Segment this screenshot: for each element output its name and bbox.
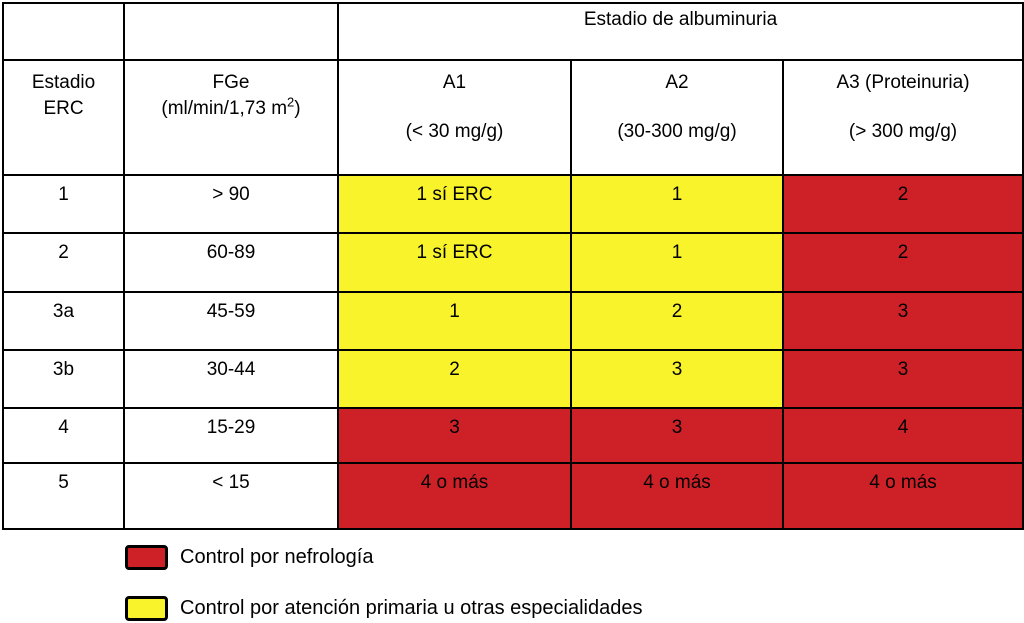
- col-header-line: ERC: [43, 98, 84, 119]
- risk-matrix-table: Estadio de albuminuria Estadio ERC FGe (…: [2, 2, 1024, 530]
- col-header-line: A2: [665, 72, 689, 93]
- col-header-line: (30-300 mg/g): [617, 121, 737, 142]
- cell-risk-a2: 3: [570, 349, 784, 409]
- col-header-line: A1: [442, 72, 467, 93]
- legend-item-atencion-primaria: Control por atención primaria u otras es…: [125, 596, 1024, 621]
- cell-risk-a2: 4 o más: [570, 462, 784, 530]
- cell-risk-a1: 1: [337, 291, 572, 351]
- cell-risk-a3: 4: [781, 407, 1024, 464]
- table-row-stage-3b: 3b 30-44 2 3 3: [2, 349, 1024, 409]
- fge-superscript: 2: [287, 94, 295, 110]
- col-header-a3: A3 (Proteinuria) (> 300 mg/g): [781, 59, 1024, 176]
- col-header-line: (> 300 mg/g): [848, 121, 958, 142]
- cell-risk-a2: 1: [570, 232, 784, 293]
- table-row-stage-3a: 3a 45-59 1 2 3: [2, 291, 1024, 351]
- table-row-stage-5: 5 < 15 4 o más 4 o más 4 o más: [2, 462, 1024, 530]
- legend-label: Control por nefrología: [180, 546, 374, 568]
- cell-risk-a3: 3: [781, 349, 1024, 409]
- fge-units: (ml/min/1,73 m: [161, 98, 288, 119]
- cell-risk-a1: 3: [337, 407, 572, 464]
- cell-fge-range: < 15: [123, 462, 339, 530]
- col-header-line: (ml/min/1,73 m2): [127, 96, 335, 122]
- cell-risk-a2: 3: [570, 407, 784, 464]
- cell-risk-a3: 2: [781, 174, 1024, 234]
- cell-erc-stage: 4: [2, 407, 125, 464]
- col-header-a2: A2 (30-300 mg/g): [570, 59, 784, 176]
- cell-erc-stage: 5: [2, 462, 125, 530]
- cell-risk-a3: 4 o más: [781, 462, 1024, 530]
- cell-erc-stage: 1: [2, 174, 125, 234]
- table-row-stage-4: 4 15-29 3 3 4: [2, 407, 1024, 464]
- empty-corner-cell: [2, 2, 125, 61]
- cell-fge-range: 45-59: [123, 291, 339, 351]
- cell-erc-stage: 2: [2, 232, 125, 293]
- col-header-estadio-erc: Estadio ERC: [2, 59, 125, 176]
- cell-risk-a1: 2: [337, 349, 572, 409]
- col-header-line: Estadio: [31, 72, 96, 93]
- cell-risk-a2: 1: [570, 174, 784, 234]
- empty-corner-cell: [123, 2, 339, 61]
- cell-risk-a2: 2: [570, 291, 784, 351]
- table-row-top-header: Estadio de albuminuria: [2, 2, 1024, 61]
- albuminuria-group-header: Estadio de albuminuria: [336, 2, 1024, 61]
- cell-risk-a3: 3: [781, 291, 1024, 351]
- col-header-a1: A1 (< 30 mg/g): [337, 59, 572, 176]
- col-header-line: A3 (Proteinuria): [836, 72, 970, 93]
- fge-units-close: ): [294, 98, 301, 119]
- cell-fge-range: > 90: [123, 174, 339, 234]
- cell-fge-range: 15-29: [123, 407, 339, 464]
- cell-erc-stage: 3b: [2, 349, 125, 409]
- cell-risk-a1: 1 sí ERC: [337, 232, 572, 293]
- table-row-column-headers: Estadio ERC FGe (ml/min/1,73 m2) A1 (< 3…: [2, 59, 1024, 176]
- cell-fge-range: 60-89: [123, 232, 339, 293]
- table-row-stage-2: 2 60-89 1 sí ERC 1 2: [2, 232, 1024, 293]
- col-header-line: FGe: [212, 72, 250, 93]
- cell-fge-range: 30-44: [123, 349, 339, 409]
- red-swatch-icon: [125, 545, 168, 570]
- yellow-swatch-icon: [125, 596, 168, 621]
- legend: Control por nefrología Control por atenc…: [125, 545, 1024, 621]
- legend-item-nefrologia: Control por nefrología: [125, 545, 1024, 570]
- cell-risk-a1: 1 sí ERC: [337, 174, 572, 234]
- col-header-fge: FGe (ml/min/1,73 m2): [123, 59, 339, 176]
- cell-risk-a3: 2: [781, 232, 1024, 293]
- col-header-line: (< 30 mg/g): [405, 121, 504, 142]
- table-row-stage-1: 1 > 90 1 sí ERC 1 2: [2, 174, 1024, 234]
- cell-risk-a1: 4 o más: [337, 462, 572, 530]
- cell-erc-stage: 3a: [2, 291, 125, 351]
- legend-label: Control por atención primaria u otras es…: [180, 597, 643, 619]
